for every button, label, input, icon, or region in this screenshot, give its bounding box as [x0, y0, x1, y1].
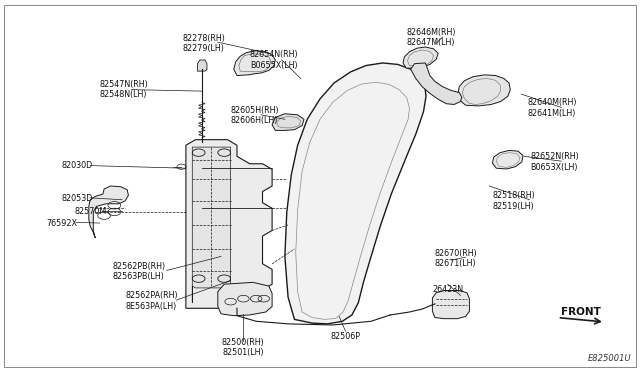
Text: 82030D: 82030D	[61, 161, 93, 170]
Text: 82500(RH)
82501(LH): 82500(RH) 82501(LH)	[222, 337, 265, 357]
Text: 82506P: 82506P	[330, 331, 360, 341]
Polygon shape	[192, 147, 230, 303]
Polygon shape	[285, 63, 426, 324]
Polygon shape	[403, 47, 438, 68]
Polygon shape	[218, 282, 272, 316]
Polygon shape	[186, 140, 272, 308]
Text: 82562PA(RH)
8E563PA(LH): 82562PA(RH) 8E563PA(LH)	[125, 291, 178, 311]
Text: 82518(RH)
82519(LH): 82518(RH) 82519(LH)	[492, 191, 535, 211]
Polygon shape	[89, 186, 129, 238]
Text: 82652N(RH)
B0653X(LH): 82652N(RH) B0653X(LH)	[531, 152, 579, 171]
Polygon shape	[492, 150, 523, 169]
Text: 82547N(RH)
82548N(LH): 82547N(RH) 82548N(LH)	[100, 80, 148, 99]
Text: 82278(RH)
82279(LH): 82278(RH) 82279(LH)	[182, 33, 225, 53]
Text: 82670(RH)
82671(LH): 82670(RH) 82671(LH)	[435, 248, 477, 268]
Text: 82605H(RH)
82606H(LH): 82605H(RH) 82606H(LH)	[230, 106, 279, 125]
Polygon shape	[234, 51, 275, 76]
Text: 82053D: 82053D	[61, 195, 93, 203]
Polygon shape	[411, 63, 462, 105]
Text: 82562PB(RH)
82563PB(LH): 82562PB(RH) 82563PB(LH)	[113, 262, 166, 281]
Text: FRONT: FRONT	[561, 307, 601, 317]
Text: 82640M(RH)
82641M(LH): 82640M(RH) 82641M(LH)	[527, 99, 577, 118]
Polygon shape	[433, 291, 469, 319]
Text: E825001U: E825001U	[588, 354, 632, 363]
Text: 82646M(RH)
82647M(LH): 82646M(RH) 82647M(LH)	[406, 28, 456, 48]
Text: 82570M: 82570M	[74, 208, 106, 217]
Polygon shape	[458, 75, 510, 106]
Text: 76592X: 76592X	[47, 219, 77, 228]
Text: 82654N(RH)
B0655X(LH): 82654N(RH) B0655X(LH)	[250, 50, 298, 70]
Polygon shape	[272, 114, 304, 131]
Text: 26423N: 26423N	[432, 285, 463, 294]
Polygon shape	[197, 60, 207, 71]
